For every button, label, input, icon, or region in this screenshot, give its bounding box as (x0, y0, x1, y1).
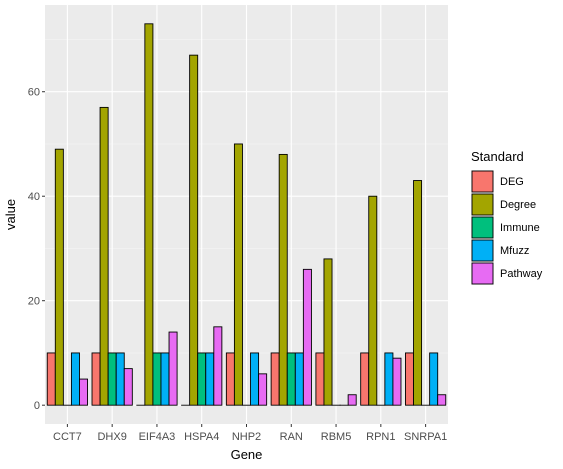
bar-immune-dhx9 (107, 352, 117, 406)
y-axis-title: value (3, 199, 18, 230)
y-axis: 0 20 40 60 (28, 87, 45, 412)
x-tick-label: RPN1 (366, 431, 395, 443)
bar-degree-cct7 (54, 148, 64, 406)
bar-mfuzz-cct7 (70, 352, 80, 406)
legend-key-deg (471, 170, 494, 193)
bar-pathway-nhp2 (258, 373, 268, 406)
bar-mfuzz-snrpa1 (429, 352, 439, 406)
bar-pathway-hspa4 (213, 326, 223, 406)
x-tick-label: NHP2 (232, 431, 261, 443)
bar-pathway-cct7 (79, 378, 88, 406)
bar-pathway-snrpa1 (437, 394, 447, 406)
bar-immune-hspa4 (197, 352, 207, 406)
bars (46, 23, 447, 406)
bar-deg-ran (270, 352, 280, 406)
x-tick-label: RBM5 (321, 431, 352, 443)
bar-degree-nhp2 (233, 143, 243, 406)
bar-mfuzz-rpn1 (384, 352, 394, 406)
x-axis-title: Gene (231, 447, 263, 462)
y-tick-label: 0 (34, 400, 40, 412)
x-tick-label: EIF4A3 (139, 431, 176, 443)
legend: Standard DEG Degree Immune Mfuzz Pathway (471, 149, 543, 285)
bar-pathway-rpn1 (392, 357, 402, 406)
bar-degree-ran (278, 153, 288, 406)
y-tick-label: 20 (28, 296, 40, 308)
bar-mfuzz-ran (294, 352, 304, 406)
legend-key-degree (471, 193, 494, 216)
bar-degree-rpn1 (368, 195, 378, 406)
bar-deg-rbm5 (315, 352, 325, 406)
legend-key-pathway (471, 262, 494, 285)
legend-key-immune (471, 216, 494, 239)
x-axis: CCT7 DHX9 EIF4A3 HSPA4 NHP2 RAN RBM5 RPN1 SNRPA1 (53, 424, 447, 443)
legend-key-mfuzz (471, 239, 494, 262)
bar-mfuzz-hspa4 (205, 352, 215, 406)
bar-pathway-rbm5 (347, 394, 357, 406)
x-tick-label: CCT7 (53, 431, 82, 443)
bar-deg-dhx9 (91, 352, 101, 406)
legend-label-degree: Degree (500, 199, 536, 211)
legend-label-deg: DEG (500, 176, 524, 188)
x-tick-label: DHX9 (97, 431, 126, 443)
y-tick-label: 40 (28, 191, 40, 203)
bar-mfuzz-eif4a3 (160, 352, 170, 406)
bar-degree-dhx9 (99, 106, 109, 406)
x-tick-label: HSPA4 (184, 431, 219, 443)
bar-immune-ran (286, 352, 296, 406)
bar-deg-nhp2 (225, 352, 235, 406)
legend-label-immune: Immune (500, 222, 540, 234)
bar-pathway-eif4a3 (168, 331, 178, 406)
bar-mfuzz-dhx9 (115, 352, 125, 406)
bar-deg-cct7 (46, 352, 56, 406)
bar-pathway-dhx9 (123, 368, 133, 406)
legend-label-pathway: Pathway (500, 268, 543, 280)
x-tick-label: RAN (280, 431, 303, 443)
x-tick-label: SNRPA1 (404, 431, 447, 443)
bar-deg-snrpa1 (405, 352, 414, 406)
bar-mfuzz-nhp2 (250, 352, 260, 406)
legend-title: Standard (471, 149, 524, 164)
bar-degree-snrpa1 (413, 180, 423, 406)
legend-label-mfuzz: Mfuzz (500, 245, 529, 257)
bar-deg-rpn1 (360, 352, 370, 406)
bar-degree-rbm5 (323, 258, 333, 406)
y-tick-label: 60 (28, 87, 40, 99)
bar-pathway-ran (302, 268, 312, 406)
bar-degree-eif4a3 (144, 23, 154, 406)
bar-degree-hspa4 (189, 54, 199, 406)
bar-immune-eif4a3 (152, 352, 162, 406)
